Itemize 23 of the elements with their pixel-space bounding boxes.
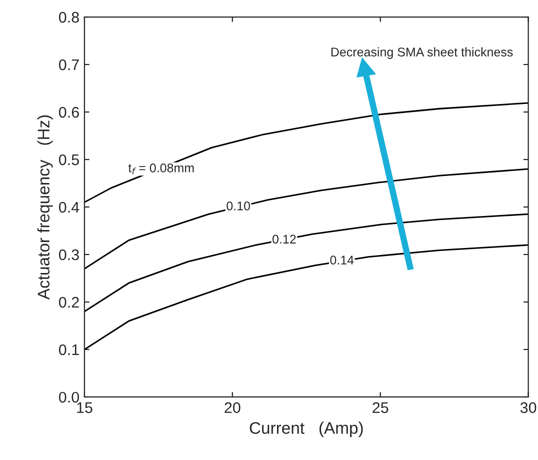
y-tick-label: 0.8 [58,12,79,23]
x-tick-label: 25 [372,402,388,414]
annotation: 0.10 [226,202,250,210]
y-tick-label: 0.7 [58,59,79,70]
annotation: t$_{f}$ = 0.08mm [128,163,194,174]
annotation: 0.14 [330,256,354,264]
x-tick-label: 15 [77,402,92,414]
y-tick-label: 0.4 [58,202,80,213]
y-axis-title: Actuator frequency (Hz) [37,115,53,300]
y-tick-label: 0.2 [58,296,79,308]
annotation: Decreasing SMA sheet thickness [331,47,513,59]
y-tick-label: 0.1 [58,344,79,356]
line-series [84,102,528,204]
line-series [84,244,528,350]
annotation: 0.12 [272,234,296,244]
line-series [84,213,528,312]
y-tick-label: 0.3 [58,249,79,260]
y-tick-label: 0.6 [58,106,79,118]
y-tick-label: 0.0 [58,392,80,403]
y-tick-label: 0.5 [58,154,79,166]
x-tick-label: 20 [224,402,240,414]
x-axis-title: Current (Amp) [250,422,363,438]
x-tick-label: 30 [520,402,536,414]
